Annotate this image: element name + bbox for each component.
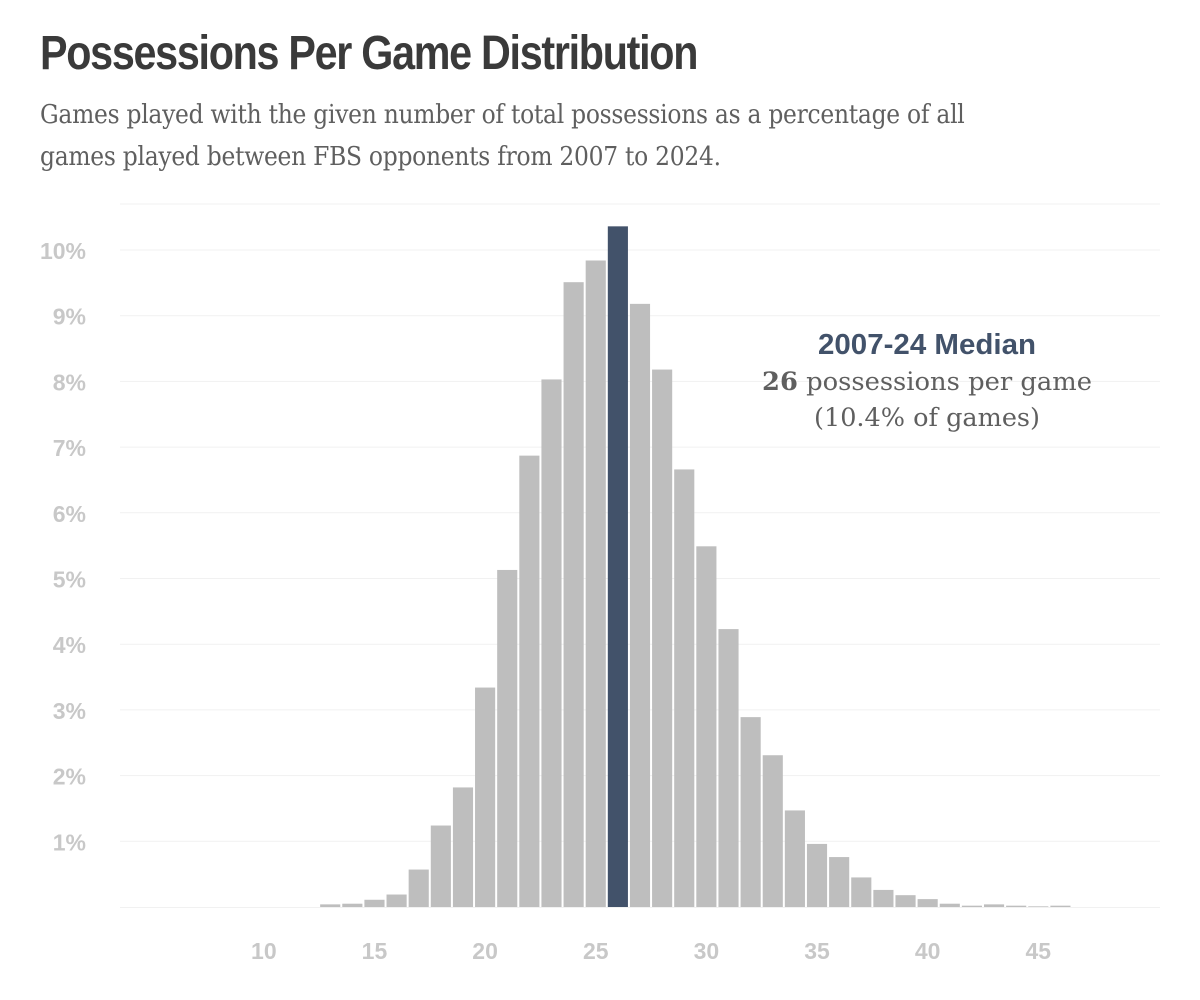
y-tick-label: 4%: [53, 632, 86, 658]
bar: [652, 369, 673, 907]
bar: [386, 894, 407, 907]
annotation-line-1: 26 possessions per game: [762, 367, 1092, 396]
x-tick-label: 35: [804, 938, 830, 964]
median-annotation: 2007-24 Median 26 possessions per game (…: [762, 329, 1092, 432]
bar: [1006, 905, 1027, 907]
bar: [983, 904, 1005, 907]
y-tick-label: 5%: [53, 566, 86, 592]
bar: [829, 857, 850, 907]
bar: [452, 787, 474, 907]
x-tick-label: 20: [472, 938, 498, 964]
bar: [674, 469, 695, 907]
bar: [320, 904, 341, 907]
bar: [342, 903, 363, 907]
bar: [1050, 905, 1071, 907]
bar: [895, 895, 916, 907]
y-tick-label: 1%: [53, 829, 86, 855]
y-tick-label: 9%: [53, 304, 86, 330]
y-axis-ticks: 1% 2% 3% 4% 5% 6% 7% 8% 9% 10%: [40, 238, 86, 855]
annotation-line-2: (10.4% of games): [814, 403, 1040, 432]
x-tick-label: 10: [251, 938, 277, 964]
x-tick-label: 30: [694, 938, 720, 964]
bar: [1028, 906, 1049, 907]
bar: [364, 899, 385, 907]
bar: [851, 877, 872, 907]
y-tick-label: 6%: [53, 501, 86, 527]
bar: [961, 905, 982, 907]
y-tick-label: 3%: [53, 698, 86, 724]
y-tick-label: 8%: [53, 369, 86, 395]
annotation-value-text: possessions per game: [798, 367, 1092, 396]
bar: [541, 379, 562, 907]
bar: [497, 569, 518, 907]
x-tick-label: 45: [1026, 938, 1052, 964]
bar: [475, 687, 496, 907]
bar: [563, 282, 584, 908]
bar: [519, 455, 540, 907]
bar: [784, 810, 805, 907]
bars: [320, 226, 1071, 908]
x-tick-label: 15: [362, 938, 388, 964]
bar: [718, 629, 739, 907]
y-tick-label: 7%: [53, 435, 86, 461]
bar: [917, 899, 938, 907]
bar: [939, 903, 960, 907]
x-tick-label: 40: [915, 938, 941, 964]
x-axis-ticks: 10 15 20 25 30 35 40 45: [251, 938, 1051, 964]
bar: [629, 303, 651, 907]
bar: [740, 717, 761, 907]
chart-subtitle: Games played with the given number of to…: [40, 100, 965, 172]
bar: [873, 889, 894, 907]
x-tick-label: 25: [583, 938, 609, 964]
bar-median: [607, 226, 628, 907]
bar: [806, 843, 828, 907]
bar: [408, 869, 429, 907]
bar: [430, 825, 451, 907]
bar: [696, 546, 717, 907]
annotation-heading: 2007-24 Median: [818, 329, 1036, 361]
y-tick-label: 2%: [53, 764, 86, 790]
annotation-value: 26: [762, 367, 798, 396]
chart-title: Possessions Per Game Distribution: [40, 27, 698, 80]
bar: [762, 755, 783, 907]
y-tick-label: 10%: [40, 238, 86, 264]
bar: [585, 260, 606, 907]
